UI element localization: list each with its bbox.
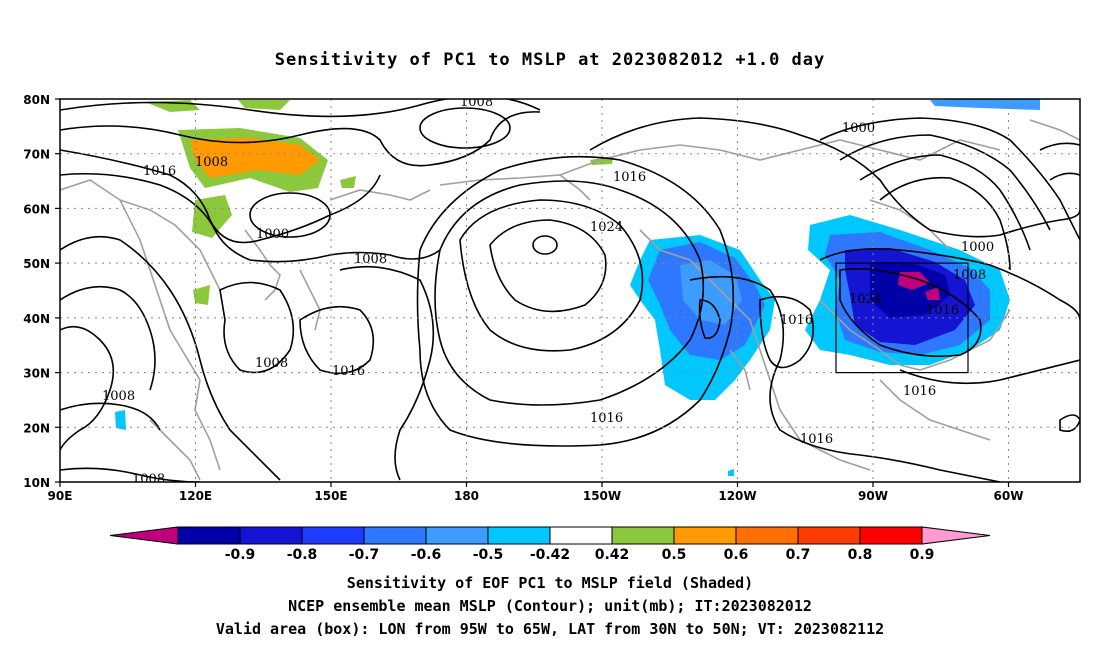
- contour-label: 1016: [332, 364, 365, 379]
- colorbar-tick-label: -0.7: [349, 547, 380, 563]
- mslp-contours: [60, 99, 1080, 482]
- lon-label: 90W: [858, 489, 888, 503]
- colorbar-tick-label: -0.6: [411, 547, 442, 563]
- contour-label: 1000: [961, 240, 994, 255]
- colorbar-tick-label: 0.6: [724, 547, 749, 563]
- lon-label: 180: [454, 489, 479, 503]
- contour-label: 1016: [613, 170, 646, 185]
- latitude-labels: 80N 70N 60N 50N 40N 30N 20N 10N: [23, 93, 50, 490]
- grid-lines: [60, 99, 1080, 482]
- caption-line-3: Valid area (box): LON from 95W to 65W, L…: [215, 620, 885, 638]
- colorbar-swatch: [611, 526, 675, 545]
- coastlines: [60, 119, 1080, 481]
- colorbar-labels: -0.9 -0.8 -0.7 -0.6 -0.5 -0.42 0.42 0.5 0.6 0.7 0.…: [225, 547, 935, 563]
- colorbar-swatch: [673, 526, 737, 545]
- colorbar-swatch: [487, 526, 551, 545]
- contour-label: 1016: [143, 164, 176, 179]
- contour-label: 1008: [953, 268, 986, 283]
- colorbar-swatch: [549, 526, 613, 545]
- contour-label: 1016: [800, 432, 833, 447]
- lat-label: 30N: [23, 367, 50, 381]
- contour-label: 1024: [590, 220, 623, 235]
- contour-label: 1016: [590, 411, 623, 426]
- lat-label: 10N: [23, 476, 50, 490]
- colorbar-swatch: [363, 526, 427, 545]
- contour-label: 1008: [132, 472, 165, 487]
- contour-label: 1016: [926, 303, 959, 318]
- lon-label: 90E: [48, 489, 73, 503]
- lon-label: 150E: [314, 489, 347, 503]
- contour-label: 1008: [195, 155, 228, 170]
- colorbar-max-arrow: [921, 526, 991, 545]
- contour-label: 1008: [460, 95, 493, 110]
- contour-label: 1008: [255, 356, 288, 371]
- contour-label: 1008: [354, 252, 387, 267]
- lon-label: 150W: [583, 489, 621, 503]
- longitude-labels: 90E 120E 150E 180 150W 120W 90W 60W: [48, 489, 1024, 503]
- contour-label: 1024: [849, 292, 882, 307]
- valid-area-box: [835, 262, 969, 374]
- map-frame: [59, 98, 1081, 483]
- lat-label: 50N: [23, 257, 50, 271]
- lat-label: 40N: [23, 312, 50, 326]
- lon-label: 60W: [994, 489, 1024, 503]
- colorbar-tick-label: -0.5: [473, 547, 504, 563]
- contour-label: 1016: [780, 313, 813, 328]
- lat-label: 20N: [23, 421, 50, 435]
- caption-line-1: Sensitivity of EOF PC1 to MSLP field (Sh…: [346, 574, 754, 592]
- colorbar: [109, 526, 991, 545]
- lat-label: 60N: [23, 202, 50, 216]
- contour-label: 1008: [102, 389, 135, 404]
- colorbar-tick-label: 0.42: [595, 547, 630, 563]
- colorbar-tick-label: 0.9: [910, 547, 935, 563]
- map-title: Sensitivity of PC1 to MSLP at 2023082012…: [274, 50, 826, 70]
- lat-label: 80N: [23, 93, 50, 107]
- colorbar-swatch: [735, 526, 799, 545]
- lat-label: 70N: [23, 148, 50, 162]
- colorbar-swatch: [859, 526, 923, 545]
- colorbar-swatch: [239, 526, 303, 545]
- colorbar-min-arrow: [109, 526, 179, 545]
- colorbar-tick-label: -0.42: [530, 547, 570, 563]
- colorbar-swatch: [301, 526, 365, 545]
- contour-label: 1000: [256, 227, 289, 242]
- colorbar-tick-label: -0.9: [225, 547, 256, 563]
- colorbar-tick-label: 0.8: [848, 547, 873, 563]
- colorbar-tick-label: 0.7: [786, 547, 811, 563]
- colorbar-swatch: [797, 526, 861, 545]
- lon-label: 120E: [179, 489, 212, 503]
- lon-label: 120W: [718, 489, 756, 503]
- colorbar-tick-label: -0.8: [287, 547, 318, 563]
- shaded-sensitivity: [115, 99, 1040, 476]
- contour-label: 1000: [842, 121, 875, 136]
- colorbar-tick-label: 0.5: [662, 547, 687, 563]
- colorbar-swatch: [425, 526, 489, 545]
- axis-ticks: [55, 98, 1010, 487]
- colorbar-swatch: [177, 526, 241, 545]
- contour-labels: 1008 1016 1008 1000 1008 1016 1024 1000 …: [102, 95, 994, 487]
- contour-label: 1016: [903, 384, 936, 399]
- caption-line-2: NCEP ensemble mean MSLP (Contour); unit(…: [288, 597, 812, 615]
